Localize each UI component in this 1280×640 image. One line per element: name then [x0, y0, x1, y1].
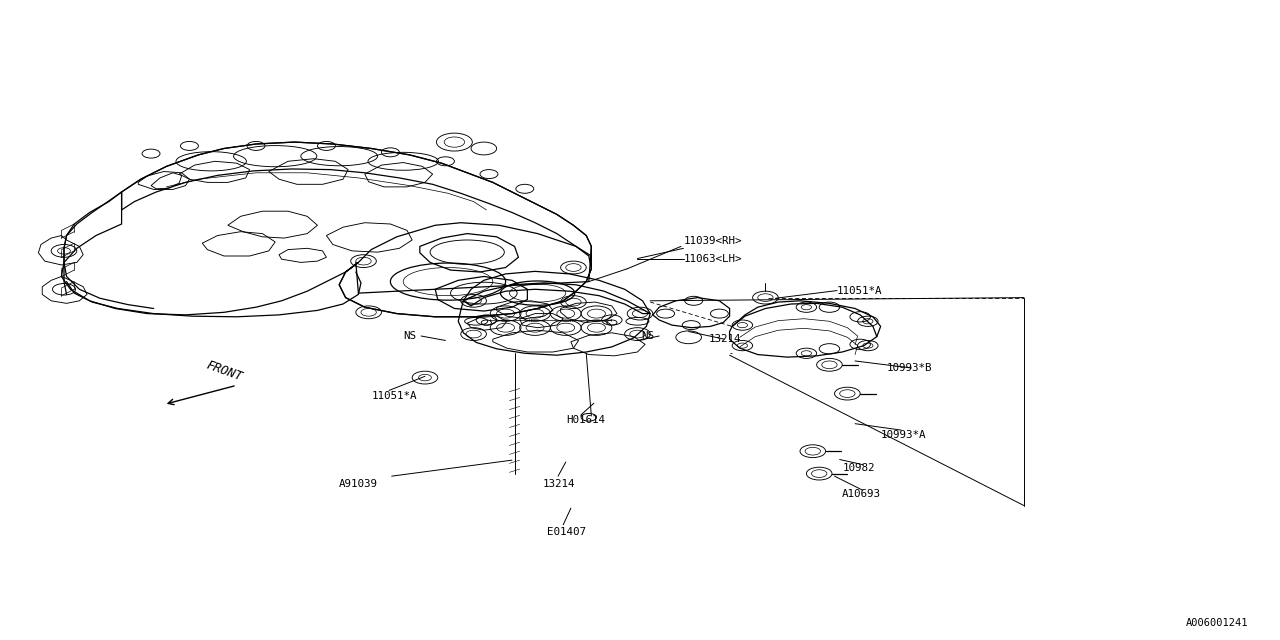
Text: NS: NS [641, 331, 654, 341]
Text: 11051*A: 11051*A [371, 390, 417, 401]
Text: A91039: A91039 [339, 479, 378, 490]
Text: 11039<RH>: 11039<RH> [684, 236, 742, 246]
Text: 13214: 13214 [543, 479, 575, 490]
Text: A10693: A10693 [842, 489, 881, 499]
Text: NS: NS [403, 331, 416, 341]
Text: 11051*A: 11051*A [837, 285, 883, 296]
Text: 10993*B: 10993*B [887, 363, 933, 373]
Text: 10982: 10982 [842, 463, 874, 474]
Text: 13214: 13214 [709, 334, 741, 344]
Text: FRONT: FRONT [204, 359, 244, 384]
Text: E01407: E01407 [547, 527, 585, 538]
Text: A006001241: A006001241 [1185, 618, 1248, 628]
Text: H01614: H01614 [566, 415, 604, 425]
Text: 11063<LH>: 11063<LH> [684, 253, 742, 264]
Text: 10993*A: 10993*A [881, 430, 927, 440]
